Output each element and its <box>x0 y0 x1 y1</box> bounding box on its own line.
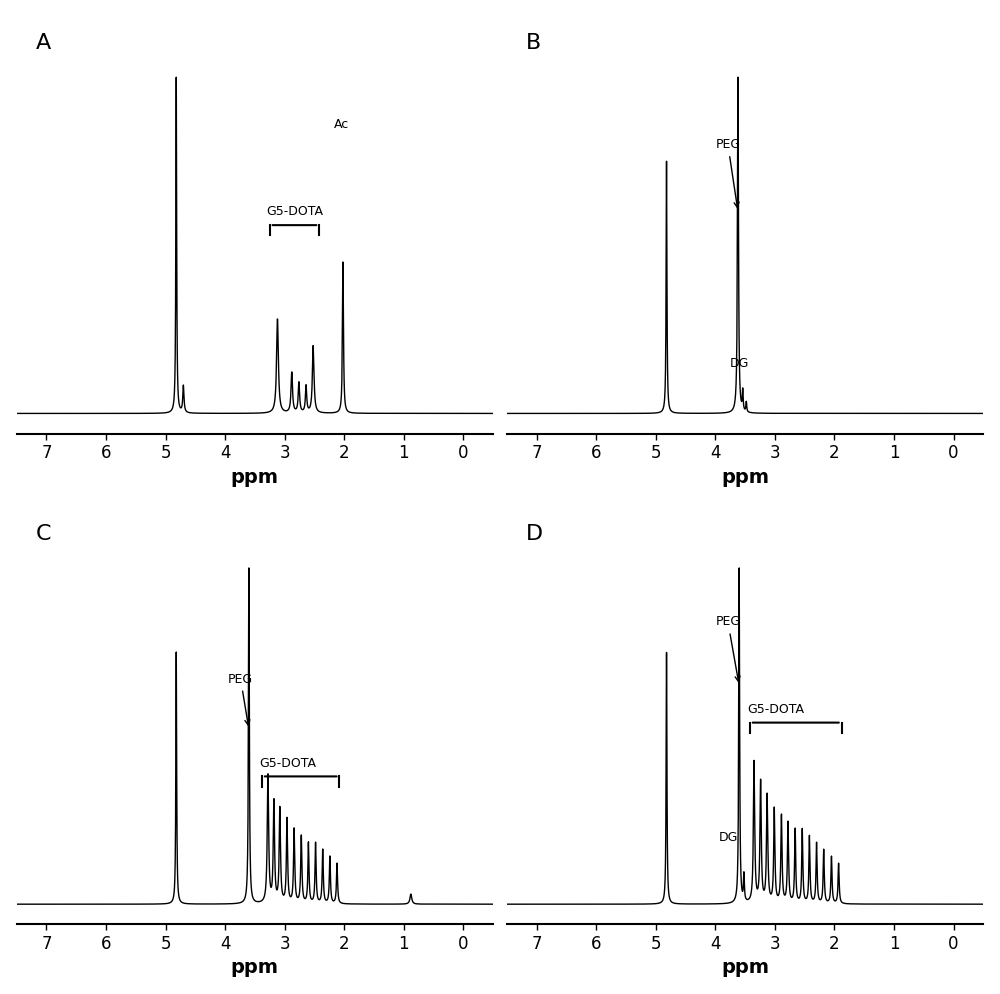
Text: PEG: PEG <box>228 673 253 725</box>
Text: PEG: PEG <box>715 615 740 681</box>
Text: D: D <box>526 524 543 544</box>
Text: C: C <box>36 524 51 544</box>
Text: G5-DOTA: G5-DOTA <box>266 206 323 219</box>
Text: A: A <box>36 34 51 54</box>
X-axis label: ppm: ppm <box>721 467 769 487</box>
Text: G5-DOTA: G5-DOTA <box>259 756 316 769</box>
X-axis label: ppm: ppm <box>721 958 769 977</box>
Text: DG: DG <box>719 831 738 844</box>
Text: PEG: PEG <box>715 138 740 208</box>
Text: Ac: Ac <box>333 118 349 131</box>
X-axis label: ppm: ppm <box>231 467 279 487</box>
Text: DG: DG <box>729 357 749 370</box>
X-axis label: ppm: ppm <box>231 958 279 977</box>
Text: B: B <box>526 34 541 54</box>
Text: G5-DOTA: G5-DOTA <box>747 703 804 716</box>
